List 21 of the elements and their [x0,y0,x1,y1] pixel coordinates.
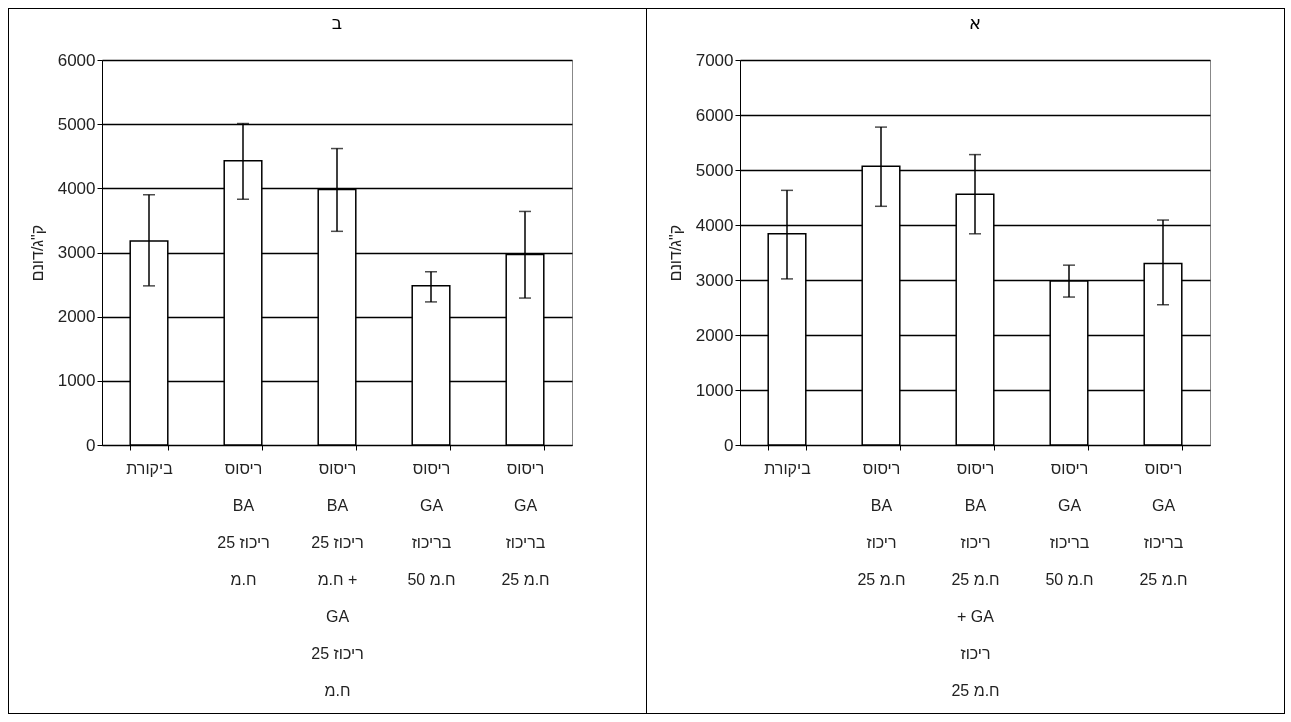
chart-title: ב [331,12,343,33]
chart-title: א [968,12,982,33]
x-tick-label: ביקורת [764,459,812,477]
y-tick-label: 0 [724,435,734,455]
y-tick-label: 1000 [57,371,96,391]
y-tick-label: 7000 [695,50,734,70]
y-tick-label: 6000 [57,50,96,70]
y-axis-title: ק"ג/דונם [666,224,684,282]
y-tick-label: 4000 [57,178,96,198]
y-tick-label: 2000 [57,307,96,327]
y-tick-label: 0 [86,435,96,455]
y-tick-label: 5000 [57,114,96,134]
y-tick-label: 4000 [695,215,734,235]
x-tick-label: ביקורת [126,459,174,477]
y-axis-title: ק"ג/דונם [28,224,46,282]
y-tick-label: 3000 [57,243,96,262]
y-tick-label: 2000 [695,325,734,345]
y-tick-label: 5000 [695,160,734,180]
y-tick-label: 3000 [695,270,734,290]
y-tick-label: 1000 [695,380,734,400]
y-tick-label: 6000 [695,105,734,125]
